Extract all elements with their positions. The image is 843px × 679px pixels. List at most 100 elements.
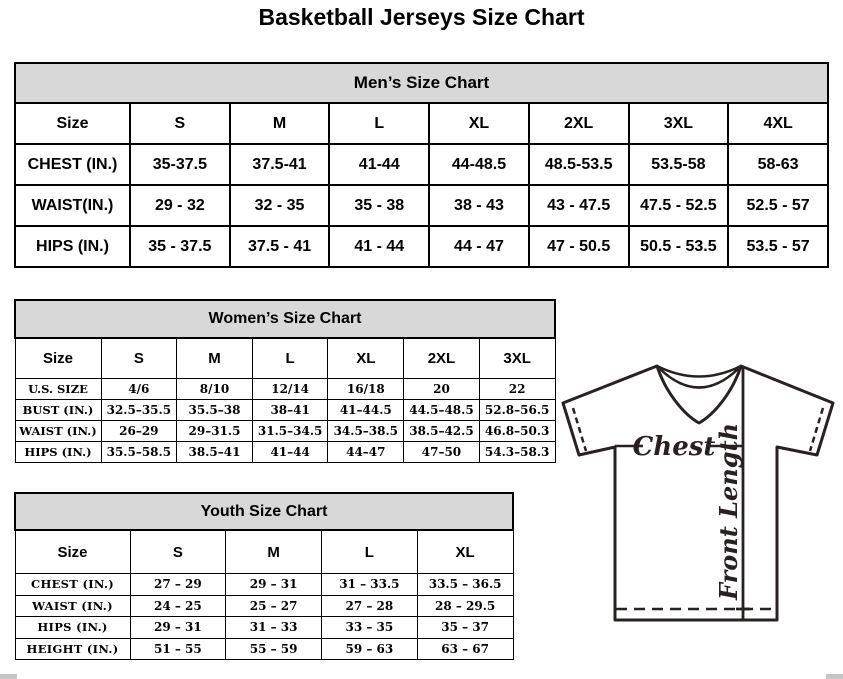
- size-value-cell: 41-44: [328, 143, 431, 186]
- size-value-cell: 63 – 67: [416, 637, 514, 660]
- row-label: CHEST (IN.): [14, 573, 131, 596]
- mens-chart-title: Men’s Size Chart: [14, 62, 829, 104]
- size-value-cell: 38–41: [251, 399, 329, 421]
- row-label: WAIST(IN.): [14, 184, 131, 227]
- size-value-cell: 52.8–56.5: [478, 399, 556, 421]
- size-value-cell: 26–29: [100, 420, 178, 442]
- column-header: XL: [416, 529, 514, 574]
- front-length-measure-line: [736, 368, 750, 620]
- row-label: HIPS (IN.): [14, 616, 131, 639]
- jersey-outline: [561, 364, 835, 622]
- table-row: CHEST (IN.) 35-37.5 37.5-41 41-44 44-48.5 48.…: [14, 143, 829, 186]
- right-cuff-dashed-line: [808, 407, 825, 452]
- row-label: WAIST (IN.): [14, 420, 102, 442]
- womens-size-chart-table: Women’s Size Chart Size S M L XL 2XL 3XL U.S. SI…: [14, 299, 556, 463]
- chest-label: Chest: [633, 432, 716, 462]
- size-value-cell: 47 - 50.5: [527, 225, 630, 268]
- size-value-cell: 46.8–50.3: [478, 420, 556, 442]
- size-value-cell: 4/6: [100, 378, 178, 400]
- size-value-cell: 32 - 35: [228, 184, 331, 227]
- jersey-measurement-diagram: Chest Front Length: [553, 357, 843, 629]
- table-row: HIPS (IN.) 35 - 37.5 37.5 - 41 41 - 44 44 - …: [14, 225, 829, 268]
- size-value-cell: 41–44.5: [327, 399, 405, 421]
- column-header: M: [228, 102, 331, 145]
- size-value-cell: 29–31.5: [176, 420, 253, 442]
- collar-trim-icon: [659, 368, 739, 389]
- row-label: BUST (IN.): [14, 399, 102, 421]
- size-value-cell: 35 – 37: [416, 616, 514, 639]
- column-header: 2XL: [403, 337, 480, 379]
- size-value-cell: 31 – 33: [225, 616, 322, 639]
- table-row: HIPS (IN.) 35.5–58.5 38.5–41 41–44 44–47 47–5…: [14, 441, 556, 463]
- size-value-cell: 55 – 59: [225, 637, 322, 660]
- column-header: M: [176, 337, 253, 379]
- table-row: CHEST (IN.) 27 – 29 29 – 31 31 – 33.5 33.5 –…: [14, 573, 514, 596]
- size-value-cell: 53.5 - 57: [727, 225, 829, 268]
- size-value-cell: 29 – 31: [225, 573, 322, 596]
- horizontal-scrollbar-left-button[interactable]: [0, 674, 17, 679]
- row-label: WAIST (IN.): [14, 594, 131, 617]
- size-value-cell: 29 – 31: [129, 616, 227, 639]
- mens-size-chart-table: Men’s Size Chart Size S M L XL 2XL 3XL 4XL CHEST …: [14, 62, 829, 268]
- youth-header-row: Size S M L XL: [14, 529, 514, 574]
- column-header: L: [321, 529, 418, 574]
- youth-size-chart-table: Youth Size Chart Size S M L XL CHEST (IN.) 27 –…: [14, 492, 514, 660]
- size-value-cell: 20: [403, 378, 480, 400]
- front-length-label: Front Length: [714, 423, 743, 601]
- table-row: U.S. SIZE 4/6 8/10 12/14 16/18 20 22: [14, 378, 556, 400]
- size-value-cell: 44 - 47: [428, 225, 530, 268]
- size-value-cell: 47–50: [403, 441, 480, 463]
- table-row: WAIST(IN.) 29 - 32 32 - 35 35 - 38 38 - 43 43…: [14, 184, 829, 227]
- table-row: HIPS (IN.) 29 – 31 31 – 33 33 – 35 35 – 37: [14, 616, 514, 639]
- size-value-cell: 44.5–48.5: [403, 399, 480, 421]
- row-label: HIPS (IN.): [14, 225, 131, 268]
- size-value-cell: 35.5–58.5: [100, 441, 178, 463]
- column-header: XL: [428, 102, 530, 145]
- column-header: 4XL: [727, 102, 829, 145]
- column-header: 2XL: [527, 102, 630, 145]
- column-header: M: [225, 529, 322, 574]
- table-row: BUST (IN.) 32.5–35.5 35.5–38 38–41 41–44.5 44…: [14, 399, 556, 421]
- size-value-cell: 50.5 - 53.5: [627, 225, 730, 268]
- size-value-cell: 41 - 44: [328, 225, 431, 268]
- size-value-cell: 52.5 - 57: [727, 184, 829, 227]
- size-value-cell: 24 – 25: [129, 594, 227, 617]
- column-header: Size: [14, 529, 131, 574]
- womens-header-row: Size S M L XL 2XL 3XL: [14, 337, 556, 379]
- size-value-cell: 8/10: [176, 378, 253, 400]
- table-row: WAIST (IN.) 24 – 25 25 – 27 27 – 28 28 – 29.…: [14, 594, 514, 617]
- column-header: XL: [327, 337, 405, 379]
- horizontal-scrollbar-right-button[interactable]: [826, 674, 843, 679]
- size-value-cell: 43 - 47.5: [527, 184, 630, 227]
- size-value-cell: 28 – 29.5: [416, 594, 514, 617]
- collar-trim-icon: [656, 364, 742, 378]
- row-label: CHEST (IN.): [14, 143, 131, 186]
- column-header: L: [251, 337, 329, 379]
- size-value-cell: 25 – 27: [225, 594, 322, 617]
- column-header: Size: [14, 102, 131, 145]
- column-header: S: [129, 529, 227, 574]
- size-value-cell: 54.3–58.3: [478, 441, 556, 463]
- size-value-cell: 38.5–41: [176, 441, 253, 463]
- size-value-cell: 51 – 55: [129, 637, 227, 660]
- column-header: L: [328, 102, 431, 145]
- table-row: HEIGHT (IN.) 51 – 55 55 – 59 59 – 63 63 – 67: [14, 637, 514, 660]
- size-value-cell: 35 - 37.5: [129, 225, 231, 268]
- size-value-cell: 35 - 38: [328, 184, 431, 227]
- size-value-cell: 44-48.5: [428, 143, 530, 186]
- size-value-cell: 41–44: [251, 441, 329, 463]
- left-cuff-dashed-line: [571, 407, 588, 452]
- size-value-cell: 59 – 63: [321, 637, 418, 660]
- size-value-cell: 35.5–38: [176, 399, 253, 421]
- column-header: 3XL: [478, 337, 556, 379]
- row-label: U.S. SIZE: [14, 378, 102, 400]
- size-value-cell: 37.5-41: [228, 143, 331, 186]
- size-value-cell: 33 – 35: [321, 616, 418, 639]
- size-value-cell: 58-63: [727, 143, 829, 186]
- size-value-cell: 31.5–34.5: [251, 420, 329, 442]
- youth-chart-title: Youth Size Chart: [14, 492, 514, 531]
- size-value-cell: 34.5–38.5: [327, 420, 405, 442]
- size-value-cell: 35-37.5: [129, 143, 231, 186]
- size-value-cell: 38.5–42.5: [403, 420, 480, 442]
